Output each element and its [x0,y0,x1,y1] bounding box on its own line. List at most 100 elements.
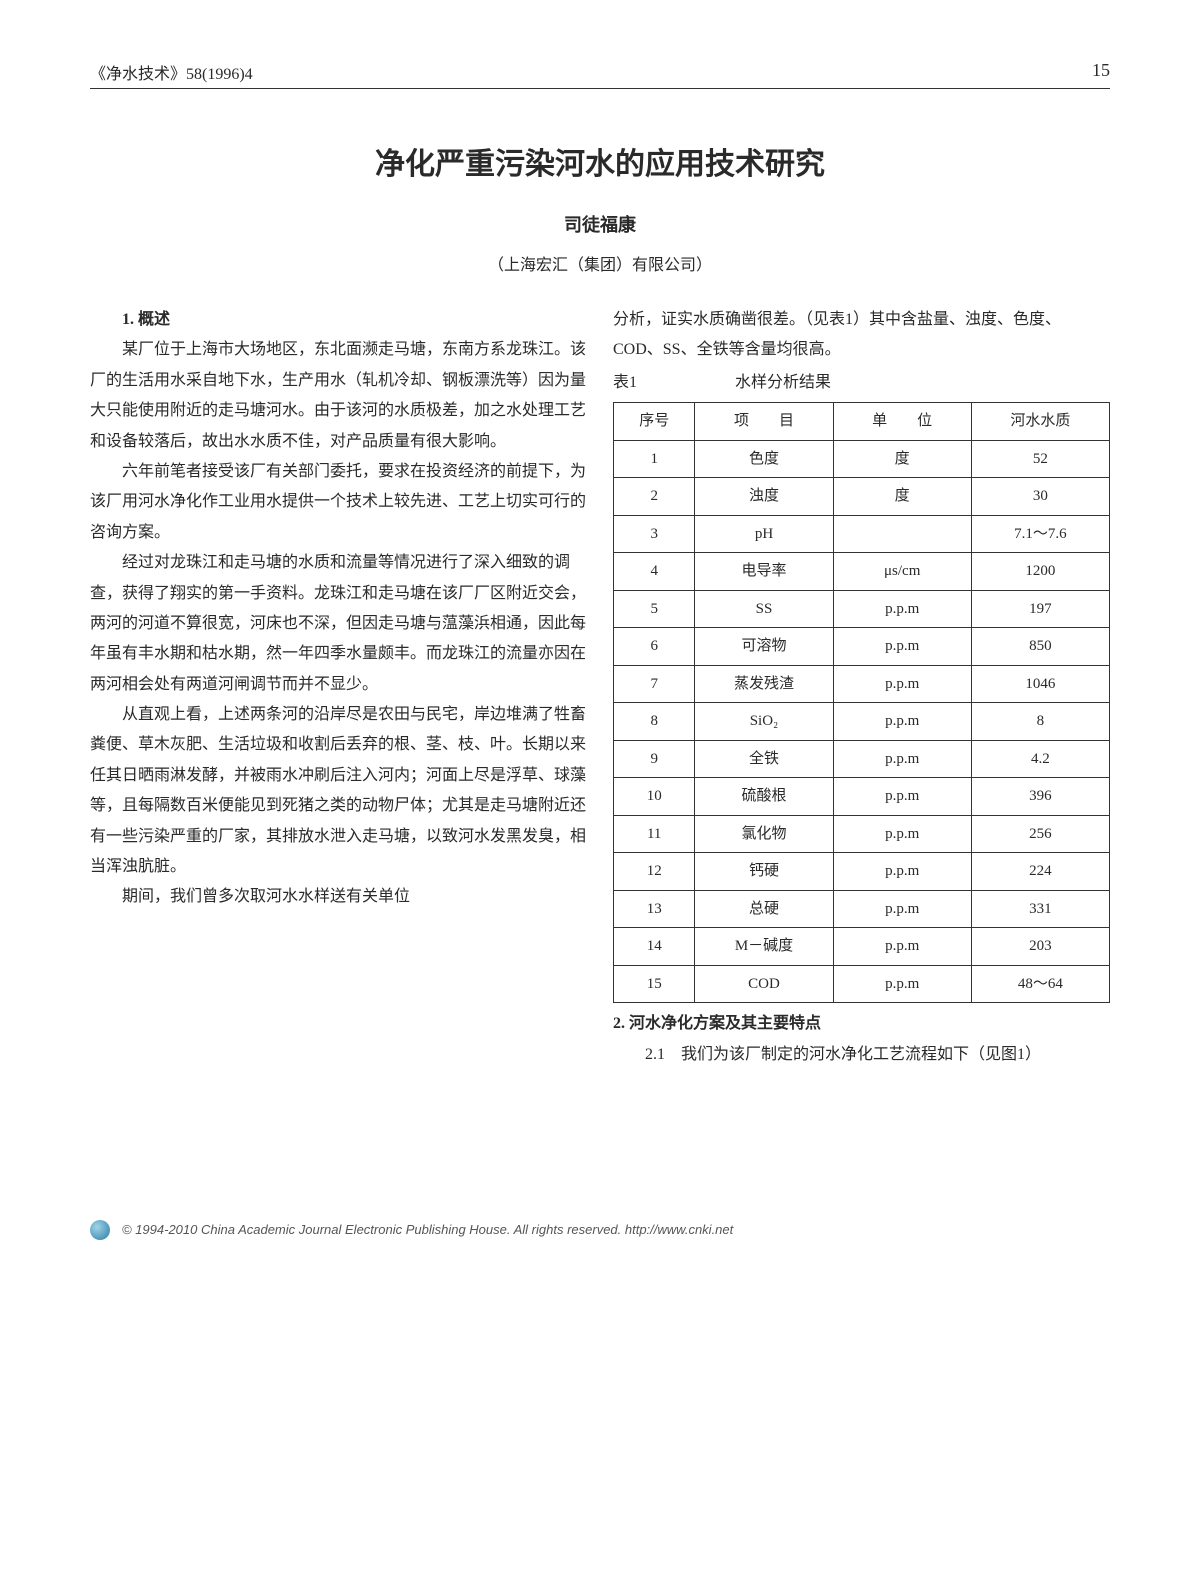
cell-value: 4.2 [971,740,1109,778]
table-row: 8SiO₂p.p.m8 [614,703,1110,741]
cell-unit: p.p.m [833,815,971,853]
cell-seq: 2 [614,478,695,516]
cell-item: COD [695,965,833,1003]
cell-seq: 10 [614,778,695,816]
cell-unit: 度 [833,440,971,478]
cell-value: 850 [971,628,1109,666]
cell-unit: p.p.m [833,853,971,891]
cell-unit: p.p.m [833,965,971,1003]
th-val: 河水水质 [971,403,1109,441]
table-row: 13总硬p.p.m331 [614,890,1110,928]
table-row: 6可溶物p.p.m850 [614,628,1110,666]
cell-unit: p.p.m [833,665,971,703]
cell-item: pH [695,515,833,553]
th-item: 项 目 [695,403,833,441]
cell-value: 224 [971,853,1109,891]
cell-unit: μs/cm [833,553,971,591]
cell-value: 396 [971,778,1109,816]
cell-item: 全铁 [695,740,833,778]
cell-unit: p.p.m [833,890,971,928]
cell-value: 1046 [971,665,1109,703]
cell-seq: 1 [614,440,695,478]
journal-info: 《净水技术》58(1996)4 [90,60,253,84]
author-name: 司徒福康 [90,211,1110,237]
cell-seq: 3 [614,515,695,553]
para-5: 期间，我们曾多次取河水水样送有关单位 [90,882,587,912]
table-row: 15CODp.p.m48～64 [614,965,1110,1003]
cell-seq: 13 [614,890,695,928]
cell-seq: 15 [614,965,695,1003]
publisher-footer: © 1994-2010 China Academic Journal Elect… [90,1220,1110,1240]
cell-value: 256 [971,815,1109,853]
para-4: 从直观上看，上述两条河的沿岸尽是农田与民宅，岸边堆满了牲畜粪便、草木灰肥、生活垃… [90,700,587,882]
right-intro: 分析，证实水质确凿很差。（见表1）其中含盐量、浊度、色度、COD、SS、全铁等含… [613,305,1110,366]
table-1-caption: 表1 水样分析结果 [613,368,1110,398]
cell-value: 203 [971,928,1109,966]
cell-item: SS [695,590,833,628]
table-row: 3pH 7.1～7.6 [614,515,1110,553]
cell-item: 钙硬 [695,853,833,891]
cell-item: 色度 [695,440,833,478]
cell-unit: p.p.m [833,928,971,966]
cell-value: 30 [971,478,1109,516]
cell-value: 1200 [971,553,1109,591]
table-row: 12钙硬p.p.m224 [614,853,1110,891]
cell-value: 8 [971,703,1109,741]
cell-value: 331 [971,890,1109,928]
water-analysis-table: 序号 项 目 单 位 河水水质 1色度度522浊度度303pH7.1～7.64电… [613,402,1110,1003]
section-1-heading: 1. 概述 [90,305,587,335]
table-row: 2浊度度30 [614,478,1110,516]
section-2-1: 2.1 我们为该厂制定的河水净化工艺流程如下（见图1） [613,1040,1110,1070]
footer-text: © 1994-2010 China Academic Journal Elect… [122,1222,733,1237]
cell-item: SiO₂ [695,703,833,741]
cell-item: 可溶物 [695,628,833,666]
cell-unit [833,515,971,553]
table-row: 9全铁p.p.m4.2 [614,740,1110,778]
cell-seq: 5 [614,590,695,628]
cell-unit: p.p.m [833,703,971,741]
cell-item: 浊度 [695,478,833,516]
cell-unit: p.p.m [833,778,971,816]
table-row: 10硫酸根p.p.m396 [614,778,1110,816]
table-row: 11氯化物p.p.m256 [614,815,1110,853]
para-3: 经过对龙珠江和走马塘的水质和流量等情况进行了深入细致的调查，获得了翔实的第一手资… [90,548,587,700]
cell-seq: 9 [614,740,695,778]
globe-icon [90,1220,110,1240]
cell-unit: p.p.m [833,740,971,778]
table-1-label: 表1 [613,374,637,391]
cell-item: 氯化物 [695,815,833,853]
th-seq: 序号 [614,403,695,441]
cell-seq: 8 [614,703,695,741]
author-affiliation: （上海宏汇（集团）有限公司） [90,251,1110,275]
cell-seq: 7 [614,665,695,703]
cell-seq: 4 [614,553,695,591]
left-column: 1. 概述 某厂位于上海市大场地区，东北面濒走马塘，东南方系龙珠江。该厂的生活用… [90,305,587,1070]
cell-unit: p.p.m [833,590,971,628]
table-header-row: 序号 项 目 单 位 河水水质 [614,403,1110,441]
cell-value: 197 [971,590,1109,628]
table-row: 7蒸发残渣p.p.m1046 [614,665,1110,703]
cell-seq: 11 [614,815,695,853]
section-2-heading: 2. 河水净化方案及其主要特点 [613,1009,1110,1039]
paper-title: 净化严重污染河水的应用技术研究 [90,139,1110,183]
cell-value: 52 [971,440,1109,478]
table-row: 5SSp.p.m197 [614,590,1110,628]
cell-seq: 14 [614,928,695,966]
cell-seq: 12 [614,853,695,891]
page-header: 《净水技术》58(1996)4 15 [90,60,1110,89]
table-1-title: 水样分析结果 [735,374,831,391]
table-row: 1色度度52 [614,440,1110,478]
cell-unit: p.p.m [833,628,971,666]
th-unit: 单 位 [833,403,971,441]
cell-item: M－碱度 [695,928,833,966]
table-row: 14M－碱度p.p.m203 [614,928,1110,966]
table-row: 4电导率μs/cm1200 [614,553,1110,591]
cell-value: 48～64 [971,965,1109,1003]
cell-item: 蒸发残渣 [695,665,833,703]
cell-value: 7.1～7.6 [971,515,1109,553]
cell-unit: 度 [833,478,971,516]
para-2: 六年前笔者接受该厂有关部门委托，要求在投资经济的前提下，为该厂用河水净化作工业用… [90,457,587,548]
para-1: 某厂位于上海市大场地区，东北面濒走马塘，东南方系龙珠江。该厂的生活用水采自地下水… [90,335,587,457]
cell-seq: 6 [614,628,695,666]
cell-item: 电导率 [695,553,833,591]
